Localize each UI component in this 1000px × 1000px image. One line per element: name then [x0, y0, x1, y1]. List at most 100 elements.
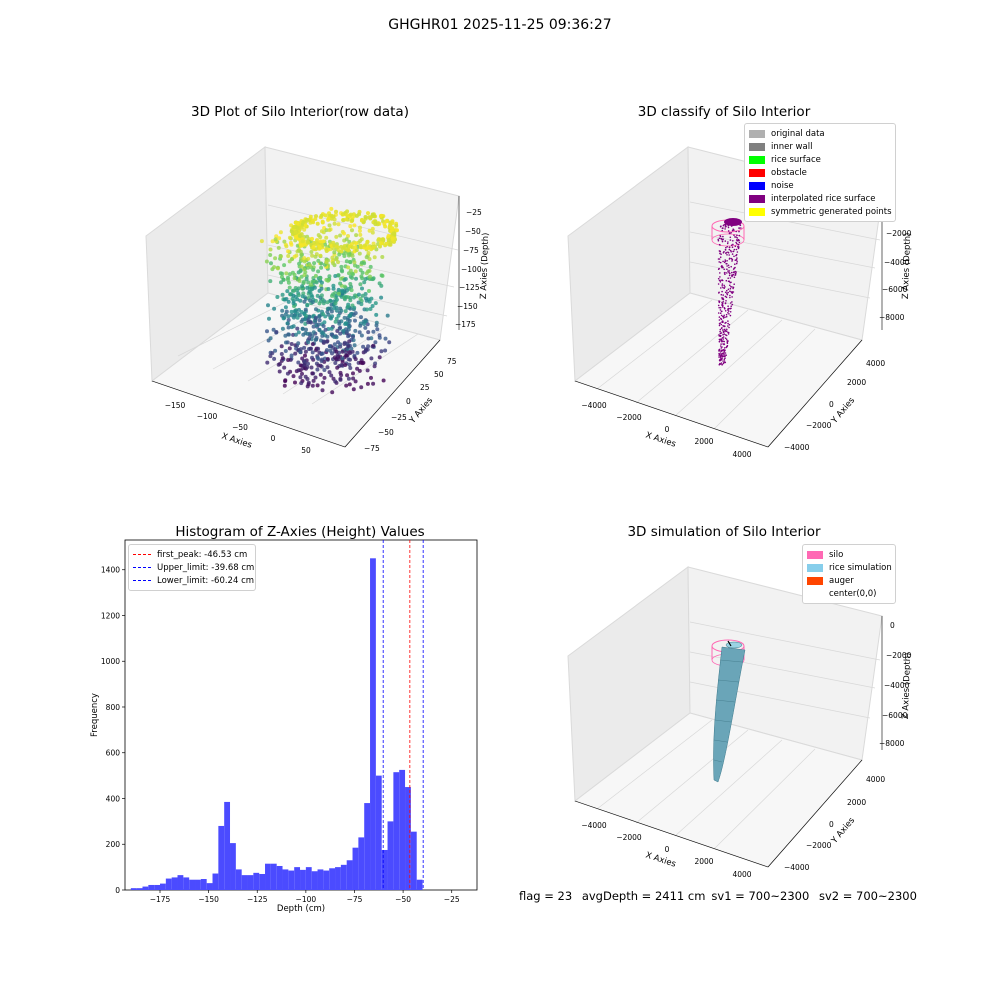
histogram-x-tick-label: −50	[395, 895, 411, 904]
classify-x-tick: −2000	[616, 413, 642, 422]
point-marker	[309, 250, 314, 254]
raw-x-tick: 50	[301, 446, 311, 455]
point-marker	[719, 256, 722, 259]
simulation-y-tick: 2000	[847, 798, 866, 807]
point-marker	[719, 363, 722, 365]
legend-item-symmetric-generated-points: symmetric generated points	[749, 205, 892, 218]
point-marker	[729, 239, 732, 241]
point-marker	[721, 298, 724, 300]
point-marker	[723, 284, 725, 287]
point-marker	[282, 365, 287, 370]
point-marker	[720, 310, 723, 313]
point-marker	[726, 254, 728, 256]
point-marker	[351, 272, 355, 277]
histogram-reference-lines	[382, 540, 424, 890]
point-marker	[273, 348, 278, 353]
point-marker	[718, 323, 721, 325]
point-marker	[723, 307, 726, 309]
point-marker	[728, 254, 730, 256]
legend-swatch	[807, 576, 823, 585]
point-marker	[723, 333, 726, 335]
histogram-bar	[375, 775, 382, 890]
point-marker	[720, 343, 722, 345]
point-marker	[725, 315, 728, 318]
histogram-bar	[416, 879, 423, 890]
histogram-bar	[282, 869, 289, 890]
point-marker	[730, 307, 732, 310]
point-marker	[726, 268, 728, 271]
point-marker	[270, 239, 275, 244]
raw-3d-plot: −150 −100 −50 0 50 −75 −50 −25 0 25 50 7…	[145, 146, 491, 455]
histogram-y-tick-label: 1200	[101, 611, 120, 620]
point-marker	[728, 313, 730, 315]
point-marker	[325, 357, 330, 361]
point-marker	[342, 277, 347, 282]
point-marker	[727, 277, 729, 280]
point-marker	[736, 251, 739, 253]
point-marker	[298, 363, 303, 368]
point-marker	[724, 240, 727, 242]
point-marker	[360, 217, 364, 222]
histogram-x-tick-label: −150	[198, 895, 219, 904]
point-marker	[340, 356, 345, 361]
point-marker	[723, 340, 725, 343]
point-marker	[730, 265, 732, 268]
legend-label: rice simulation	[829, 562, 892, 573]
point-marker	[719, 345, 722, 347]
point-marker	[273, 256, 278, 261]
point-marker	[357, 330, 362, 335]
point-marker	[279, 344, 284, 349]
point-marker	[368, 307, 373, 311]
classify-x-tick: −4000	[581, 401, 607, 410]
point-marker	[298, 298, 303, 303]
point-marker	[721, 265, 723, 267]
point-marker	[333, 301, 338, 306]
point-marker	[730, 251, 732, 253]
histogram-bar	[381, 849, 388, 890]
point-marker	[310, 350, 315, 355]
point-marker	[726, 344, 729, 347]
histogram-bar	[387, 821, 394, 890]
point-marker	[721, 229, 723, 232]
point-marker	[300, 326, 305, 331]
point-marker	[390, 221, 395, 226]
point-marker	[735, 262, 738, 265]
point-marker	[366, 344, 371, 349]
point-marker	[719, 354, 722, 356]
flag-readout: flag = 23	[519, 889, 573, 903]
point-marker	[347, 318, 352, 323]
point-marker	[366, 211, 370, 216]
point-marker	[336, 260, 340, 265]
point-marker	[324, 228, 329, 233]
point-marker	[731, 303, 734, 306]
point-marker	[324, 260, 329, 265]
point-marker	[342, 254, 347, 258]
point-marker	[346, 253, 351, 258]
point-marker	[720, 225, 722, 227]
point-marker	[724, 354, 726, 356]
point-marker	[338, 233, 343, 238]
point-marker	[292, 272, 297, 277]
raw-x-tick: −50	[232, 423, 248, 432]
point-marker	[349, 288, 354, 293]
point-marker	[719, 281, 722, 283]
point-marker	[297, 307, 301, 312]
point-marker	[291, 324, 296, 329]
simulation-x-tick: −2000	[616, 833, 642, 842]
point-marker	[348, 268, 353, 273]
status-footer: flag = 23 avgDepth = 2411 cm sv1 = 700~23…	[519, 889, 923, 903]
point-marker	[718, 237, 721, 240]
histogram-x-tick-label: −25	[444, 895, 460, 904]
simulation-x-tick: 4000	[732, 870, 751, 879]
point-marker	[289, 342, 294, 346]
point-marker	[737, 244, 740, 246]
point-marker	[358, 360, 363, 365]
point-marker	[341, 246, 345, 251]
point-marker	[316, 363, 321, 368]
point-marker	[333, 379, 338, 384]
point-marker	[280, 292, 285, 297]
point-marker	[278, 271, 283, 276]
point-marker	[286, 325, 291, 330]
point-marker	[717, 283, 720, 285]
point-marker	[719, 359, 721, 361]
